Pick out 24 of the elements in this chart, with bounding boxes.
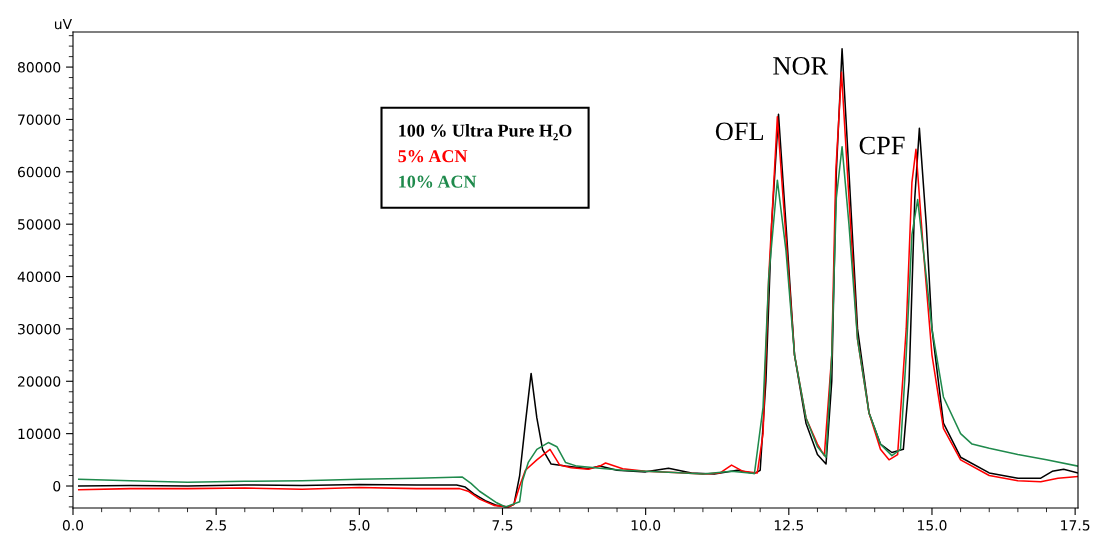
y-tick-label: 80000 xyxy=(17,62,61,73)
y-tick-label: 0 xyxy=(53,480,61,492)
text: 5% ACN xyxy=(398,150,468,163)
y-tick-label: 60000 xyxy=(17,166,61,178)
annotation: CPF xyxy=(859,136,905,155)
x-tick-label: 5.0 xyxy=(349,520,370,531)
text: 100 % Ultra Pure H₂O xyxy=(399,124,572,141)
x-tick-label: 0.0 xyxy=(62,520,84,531)
y-axis-title: uV xyxy=(54,18,72,30)
x-tick-label: 12.5 xyxy=(774,520,804,531)
text: 10% ACN xyxy=(399,175,477,188)
y-tick-label: 50000 xyxy=(18,219,61,230)
x-tick-label: 15.0 xyxy=(918,520,947,531)
annotation: NOR xyxy=(773,57,829,75)
x-tick-label: 2.5 xyxy=(206,520,226,531)
x-tick-label: 7.5 xyxy=(492,520,513,531)
annotation: OFL xyxy=(715,122,764,141)
y-tick-label: 20000 xyxy=(18,376,61,387)
x-tick-label: 17.5 xyxy=(1061,520,1090,531)
y-tick-label: 70000 xyxy=(18,114,61,125)
y-tick-label: 40000 xyxy=(17,271,61,283)
x-tick-label: 10.0 xyxy=(631,520,661,531)
y-tick-label: 30000 xyxy=(18,323,61,335)
y-tick-label: 10000 xyxy=(18,428,61,440)
